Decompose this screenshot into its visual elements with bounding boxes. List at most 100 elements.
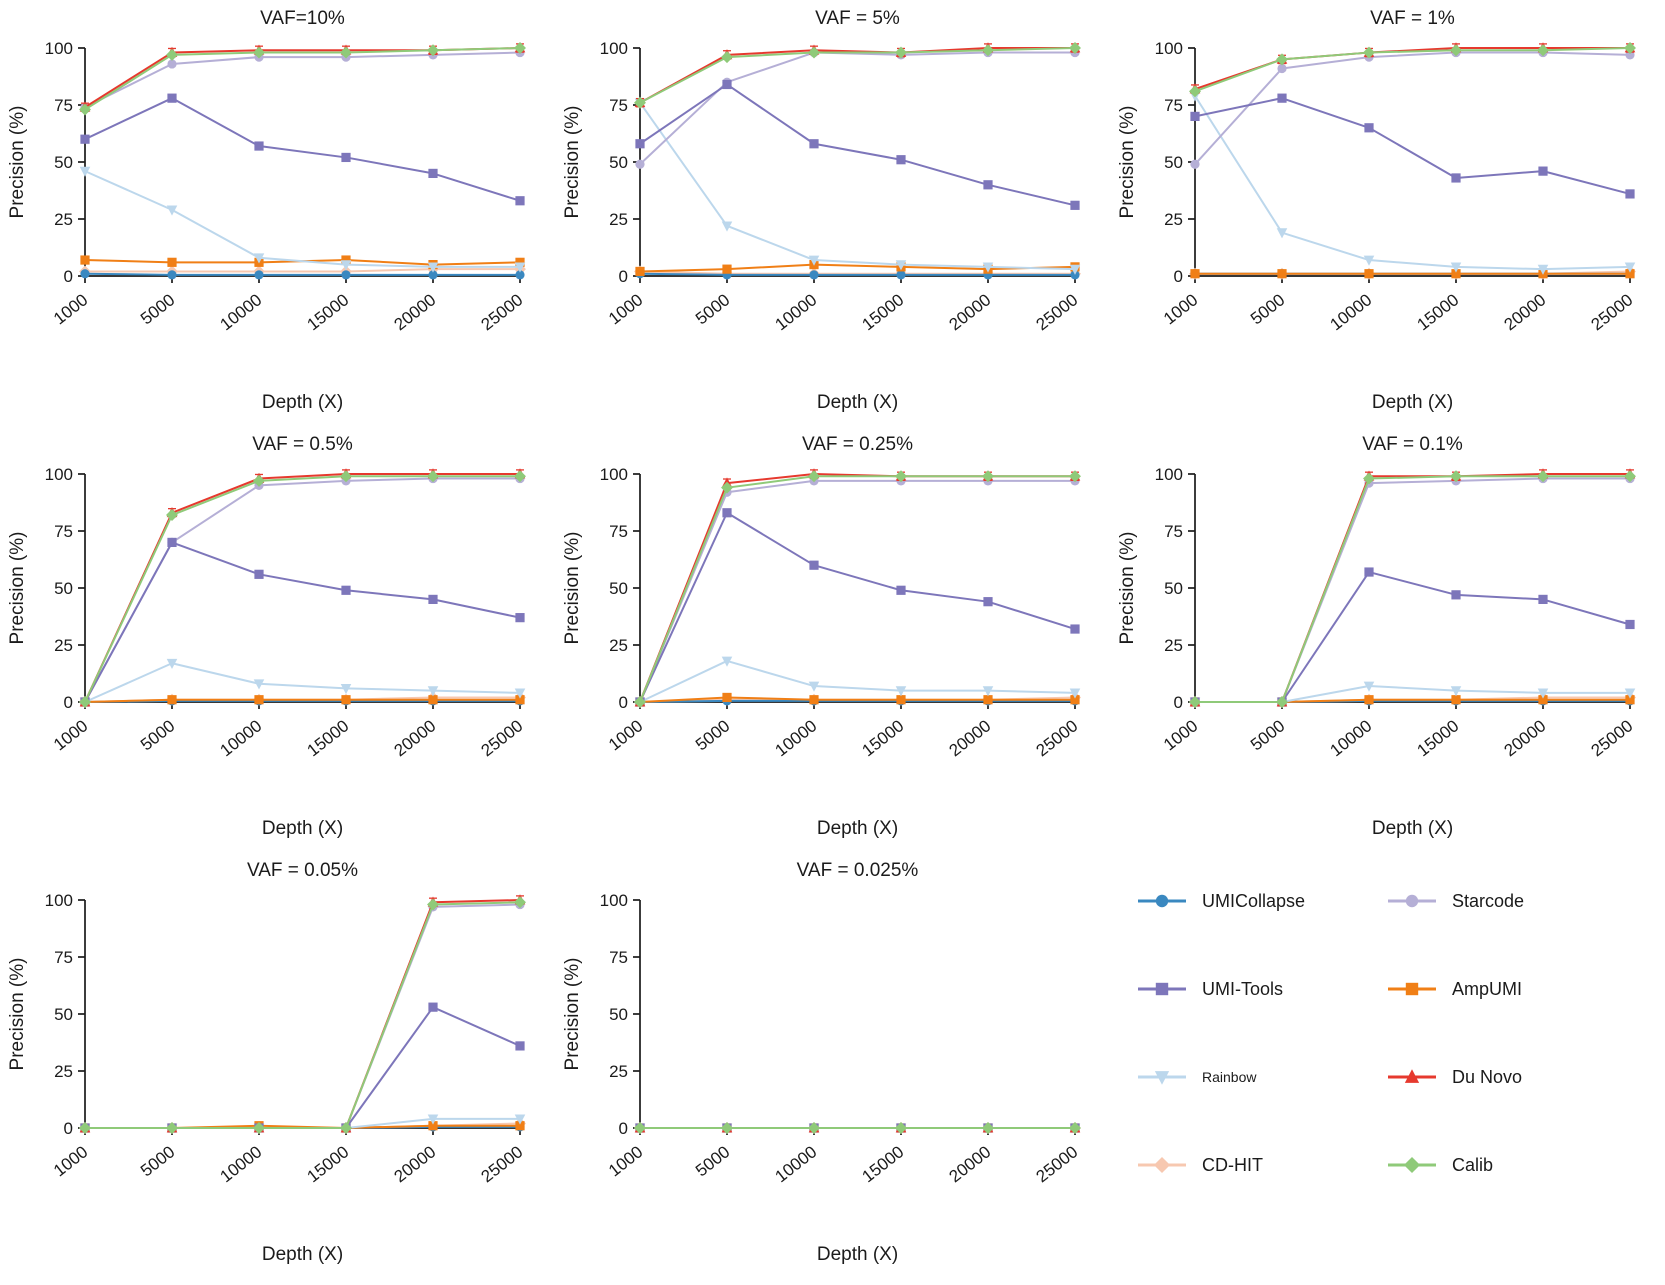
svg-text:15000: 15000	[304, 290, 353, 334]
svg-text:Precision (%): Precision (%)	[7, 958, 28, 1071]
svg-text:VAF = 0.05%: VAF = 0.05%	[247, 860, 358, 881]
svg-text:15000: 15000	[859, 716, 908, 760]
triangle-marker-icon	[1388, 1069, 1436, 1083]
svg-text:50: 50	[609, 579, 628, 598]
line-chart: VAF = 0.25% 0 25 50 75 100 1000 5000 10000 15000 2…	[562, 434, 1082, 839]
svg-text:75: 75	[54, 522, 73, 541]
chart-panel-vaf-0-025: VAF = 0.025% 0 25 50 75 100 1000 5000 10000 15000…	[555, 854, 1110, 1280]
svg-text:1000: 1000	[50, 1142, 92, 1180]
svg-text:Precision (%): Precision (%)	[562, 958, 583, 1071]
svg-text:50: 50	[54, 153, 73, 172]
svg-text:Precision (%): Precision (%)	[7, 106, 28, 219]
svg-text:25: 25	[1164, 636, 1183, 655]
svg-text:0: 0	[1174, 693, 1183, 712]
svg-text:50: 50	[1164, 153, 1183, 172]
legend-label: AmpUMI	[1452, 978, 1523, 999]
legend-item-cd-hit: CD-HIT	[1136, 1152, 1386, 1178]
svg-text:10000: 10000	[1327, 716, 1376, 760]
legend-item-starcode: Starcode	[1386, 888, 1636, 914]
svg-text:0: 0	[619, 1119, 628, 1138]
square-marker-icon	[1388, 982, 1436, 996]
svg-text:Depth (X): Depth (X)	[817, 392, 898, 413]
svg-text:100: 100	[600, 465, 628, 484]
svg-text:50: 50	[54, 1005, 73, 1024]
svg-text:5000: 5000	[692, 1142, 734, 1180]
svg-text:100: 100	[600, 891, 628, 910]
svg-text:25: 25	[609, 1062, 628, 1081]
svg-text:50: 50	[54, 579, 73, 598]
svg-text:Precision (%): Precision (%)	[7, 532, 28, 645]
svg-text:20000: 20000	[391, 1142, 440, 1186]
svg-text:75: 75	[54, 96, 73, 115]
svg-text:75: 75	[54, 948, 73, 967]
svg-text:Depth (X): Depth (X)	[817, 818, 898, 839]
svg-text:25000: 25000	[1588, 290, 1637, 334]
svg-text:Depth (X): Depth (X)	[262, 392, 343, 413]
line-chart: VAF = 5% 0 25 50 75 100 1000 5000 10000 15000 2000…	[562, 8, 1082, 413]
svg-text:5000: 5000	[1247, 716, 1289, 754]
svg-text:5000: 5000	[137, 290, 179, 328]
svg-text:0: 0	[619, 693, 628, 712]
svg-text:Depth (X): Depth (X)	[1372, 818, 1453, 839]
svg-text:1000: 1000	[1160, 290, 1202, 328]
svg-text:1000: 1000	[1160, 716, 1202, 754]
line-chart: VAF = 0.1% 0 25 50 75 100 1000 5000 10000 15000 20…	[1117, 434, 1636, 839]
diamond-marker-icon	[1138, 1156, 1186, 1174]
svg-text:20000: 20000	[946, 290, 995, 334]
svg-text:20000: 20000	[1501, 716, 1550, 760]
square-marker-icon	[1138, 982, 1186, 996]
svg-text:1000: 1000	[50, 290, 92, 328]
line-chart: VAF = 0.025% 0 25 50 75 100 1000 5000 10000 15000…	[562, 860, 1082, 1265]
legend-label: CD-HIT	[1202, 1154, 1263, 1175]
svg-text:25: 25	[609, 210, 628, 229]
svg-text:1000: 1000	[605, 290, 647, 328]
svg-text:Precision (%): Precision (%)	[1117, 106, 1138, 219]
svg-text:VAF = 0.1%: VAF = 0.1%	[1362, 434, 1463, 455]
triangle-marker-icon	[1138, 1071, 1186, 1085]
legend-grid: UMICollapse Starcode UMI-Tools AmpUMI Ra…	[1136, 888, 1665, 1178]
chart-panel-vaf-0-1: VAF = 0.1% 0 25 50 75 100 1000 5000 10000 15000 20…	[1110, 428, 1665, 854]
svg-text:0: 0	[64, 1119, 73, 1138]
svg-text:15000: 15000	[859, 290, 908, 334]
svg-text:VAF = 0.25%: VAF = 0.25%	[802, 434, 913, 455]
svg-text:10000: 10000	[1327, 290, 1376, 334]
legend-label: Rainbow	[1202, 1069, 1257, 1085]
svg-text:75: 75	[1164, 96, 1183, 115]
svg-text:5000: 5000	[137, 1142, 179, 1180]
legend-item-calib: Calib	[1386, 1152, 1636, 1178]
svg-text:VAF = 0.5%: VAF = 0.5%	[252, 434, 353, 455]
svg-text:25: 25	[1164, 210, 1183, 229]
svg-text:25000: 25000	[1033, 290, 1082, 334]
legend-item-rainbow: Rainbow	[1136, 1064, 1386, 1090]
svg-text:15000: 15000	[304, 716, 353, 760]
svg-text:10000: 10000	[217, 290, 266, 334]
svg-text:1000: 1000	[50, 716, 92, 754]
svg-text:0: 0	[64, 693, 73, 712]
svg-text:5000: 5000	[692, 716, 734, 754]
svg-text:15000: 15000	[304, 1142, 353, 1186]
svg-text:10000: 10000	[217, 1142, 266, 1186]
svg-text:25000: 25000	[478, 1142, 527, 1186]
svg-text:25000: 25000	[478, 716, 527, 760]
svg-text:10000: 10000	[217, 716, 266, 760]
svg-text:5000: 5000	[137, 716, 179, 754]
svg-text:VAF = 5%: VAF = 5%	[815, 8, 900, 29]
svg-text:100: 100	[1155, 465, 1183, 484]
svg-text:100: 100	[45, 39, 73, 58]
svg-text:25000: 25000	[1033, 716, 1082, 760]
svg-text:20000: 20000	[391, 716, 440, 760]
svg-text:Depth (X): Depth (X)	[262, 818, 343, 839]
svg-text:0: 0	[64, 267, 73, 286]
svg-text:20000: 20000	[391, 290, 440, 334]
svg-text:100: 100	[600, 39, 628, 58]
legend-label: Starcode	[1452, 890, 1525, 911]
svg-text:15000: 15000	[1414, 290, 1463, 334]
circle-marker-icon	[1388, 894, 1436, 908]
svg-text:50: 50	[609, 153, 628, 172]
svg-text:25000: 25000	[1033, 1142, 1082, 1186]
svg-text:10000: 10000	[772, 716, 821, 760]
svg-text:25000: 25000	[478, 290, 527, 334]
svg-text:0: 0	[1174, 267, 1183, 286]
chart-panel-vaf-10: VAF=10% 0 25 50 75 100 1000 5000 10000 15000 20000…	[0, 2, 555, 428]
